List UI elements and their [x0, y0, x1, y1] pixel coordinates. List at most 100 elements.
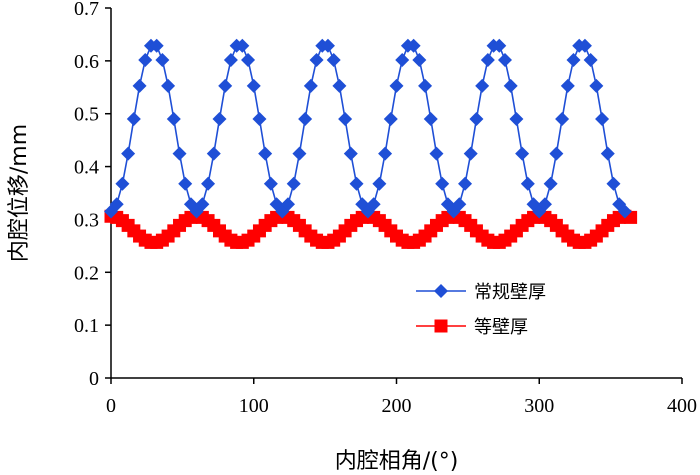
data-point	[343, 146, 358, 161]
x-axis-title: 内腔相角/(°)	[335, 449, 459, 474]
data-point	[606, 176, 621, 191]
data-point	[475, 78, 490, 93]
y-axis-title: 内腔位移/mm	[7, 124, 32, 262]
data-point	[109, 197, 124, 212]
data-point	[497, 52, 512, 67]
data-point	[429, 146, 444, 161]
data-point	[126, 111, 141, 126]
data-point	[161, 78, 176, 93]
data-point	[560, 78, 575, 93]
data-point	[577, 38, 592, 53]
chart-axes: 0 0.1 0.2 0.3 0.4 0.5 0.6 0.7 0 100 200 300 400	[74, 0, 697, 417]
y-tick-label: 0.4	[74, 157, 99, 179]
data-point	[201, 176, 216, 191]
data-point	[286, 176, 301, 191]
data-point	[149, 38, 164, 53]
data-point	[452, 197, 467, 212]
data-point	[241, 52, 256, 67]
data-point	[195, 197, 210, 212]
x-tick-label: 200	[382, 395, 412, 417]
data-point	[166, 111, 181, 126]
data-point	[378, 146, 393, 161]
data-point	[383, 111, 398, 126]
data-point	[235, 38, 250, 53]
legend-item: 等壁厚	[416, 317, 528, 338]
legend-item: 常规壁厚	[416, 282, 546, 303]
data-point	[463, 146, 478, 161]
data-point	[309, 52, 324, 67]
y-tick-label: 0.6	[74, 51, 99, 73]
data-point	[218, 78, 233, 93]
data-point	[206, 146, 221, 161]
data-point	[303, 78, 318, 93]
data-point	[252, 111, 267, 126]
data-point	[418, 78, 433, 93]
y-tick-label: 0.2	[74, 262, 99, 284]
data-point	[223, 52, 238, 67]
data-point	[389, 78, 404, 93]
data-point	[469, 111, 484, 126]
data-point	[503, 78, 518, 93]
data-point	[395, 52, 410, 67]
data-point	[515, 146, 530, 161]
data-point	[326, 52, 341, 67]
data-point	[509, 111, 524, 126]
data-point	[423, 111, 438, 126]
y-tick-label: 0	[89, 368, 99, 390]
series-equal-wall	[104, 209, 638, 249]
data-point	[338, 111, 353, 126]
data-point	[332, 78, 347, 93]
y-tick-label: 0.1	[74, 315, 99, 337]
data-point	[566, 52, 581, 67]
data-point	[412, 52, 427, 67]
legend-marker	[434, 284, 448, 298]
data-point	[537, 197, 552, 212]
y-tick-label: 0.3	[74, 209, 99, 231]
data-point	[492, 38, 507, 53]
x-tick-label: 100	[239, 395, 269, 417]
data-point	[212, 111, 227, 126]
legend-label: 等壁厚	[474, 317, 528, 338]
data-point	[435, 176, 450, 191]
data-point	[366, 197, 381, 212]
data-point	[246, 78, 261, 93]
data-point	[458, 176, 473, 191]
y-tick-label: 0.5	[74, 104, 99, 126]
data-point	[589, 78, 604, 93]
data-point	[583, 52, 598, 67]
data-point	[155, 52, 170, 67]
x-tick-label: 400	[667, 395, 697, 417]
data-point	[555, 111, 570, 126]
y-tick-label: 0.7	[74, 0, 99, 20]
data-point	[263, 176, 278, 191]
data-point	[320, 38, 335, 53]
data-point	[406, 38, 421, 53]
data-point	[520, 176, 535, 191]
data-point	[549, 146, 564, 161]
data-point	[121, 146, 136, 161]
data-point	[298, 111, 313, 126]
data-point	[595, 111, 610, 126]
series-conventional-wall	[104, 38, 632, 219]
data-point	[372, 176, 387, 191]
data-point	[172, 146, 187, 161]
data-point	[132, 78, 147, 93]
legend-marker	[434, 319, 448, 333]
data-point	[349, 176, 364, 191]
data-point	[258, 146, 273, 161]
data-point	[115, 176, 130, 191]
data-point	[281, 197, 296, 212]
legend-label: 常规壁厚	[474, 282, 546, 303]
data-point	[138, 52, 153, 67]
data-point	[617, 204, 632, 219]
data-point	[600, 146, 615, 161]
data-point	[480, 52, 495, 67]
data-point	[292, 146, 307, 161]
x-tick-label: 300	[524, 395, 554, 417]
data-point	[543, 176, 558, 191]
x-tick-label: 0	[106, 395, 116, 417]
data-point	[178, 176, 193, 191]
series-layer	[104, 38, 638, 249]
